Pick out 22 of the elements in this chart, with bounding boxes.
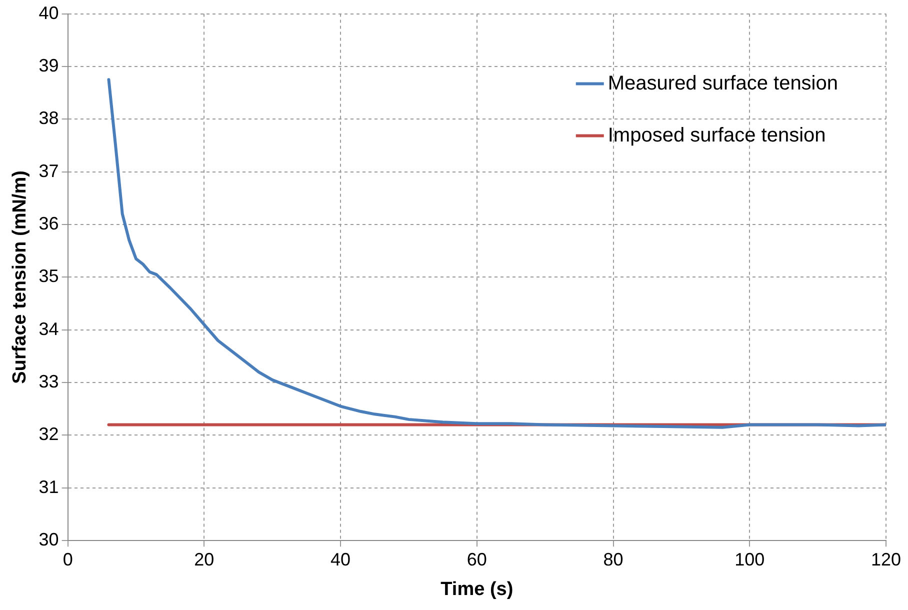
- y-axis-title: Surface tension (mN/m): [10, 170, 31, 384]
- y-tick-label: 40: [38, 2, 59, 23]
- x-tick-label: 80: [603, 549, 624, 570]
- y-tick-label: 32: [38, 424, 59, 444]
- y-tick-label: 36: [38, 213, 59, 234]
- x-axis-title: Time (s): [440, 578, 514, 600]
- x-tick-label: 0: [62, 549, 73, 570]
- y-tick-label: 34: [38, 318, 59, 339]
- x-tick-label: 20: [194, 549, 214, 570]
- x-tick-label: 60: [466, 549, 487, 570]
- y-tick-label: 37: [38, 160, 59, 181]
- x-tick-label: 120: [870, 549, 902, 570]
- x-tick-label: 100: [734, 549, 765, 570]
- y-tick-label: 31: [38, 476, 59, 497]
- y-tick-label: 30: [38, 530, 59, 550]
- legend-label: Measured surface tension: [608, 72, 838, 94]
- y-tick-label: 33: [38, 372, 59, 392]
- y-tick-label: 35: [38, 266, 59, 286]
- y-tick-label: 38: [38, 108, 59, 128]
- y-tick-label: 39: [38, 55, 59, 76]
- x-tick-label: 40: [330, 549, 351, 570]
- legend-label: Imposed surface tension: [608, 124, 826, 146]
